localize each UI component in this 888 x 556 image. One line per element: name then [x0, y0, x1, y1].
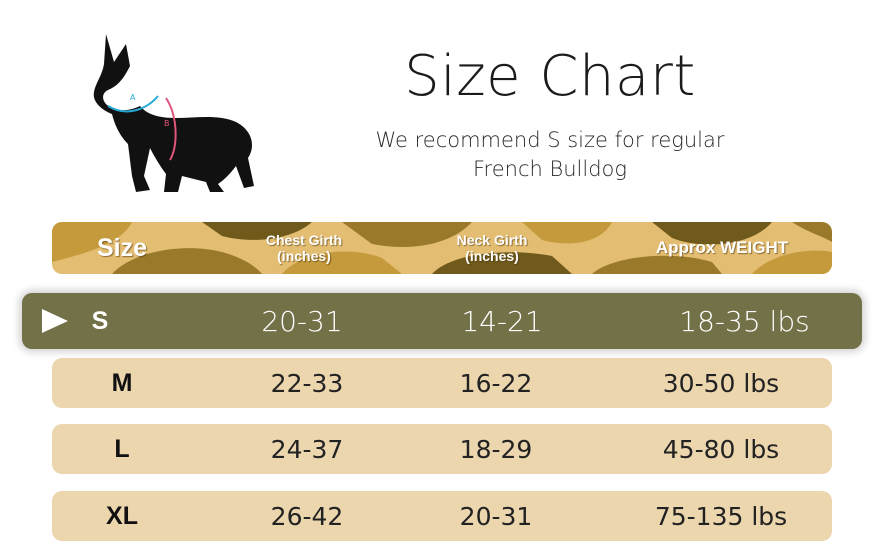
label-b: B — [164, 119, 170, 128]
play-icon — [42, 309, 68, 333]
column-header-neck: Neck Girth (inches) — [432, 222, 552, 274]
row-weight-value: 45-80 lbs — [662, 434, 780, 464]
page-title: Size Chart — [404, 44, 696, 109]
subtitle-line-2: French Bulldog — [473, 157, 627, 181]
row-chest-value: 22-33 — [270, 368, 344, 398]
row-size-label: S — [91, 306, 109, 335]
row-weight-value: 75-135 lbs — [654, 501, 788, 531]
row-chest-value: 20-31 — [261, 304, 343, 338]
row-chest-value: 24-37 — [270, 434, 344, 464]
row-neck-value: 14-21 — [461, 304, 543, 338]
chest-header-line-1: Chest Girth — [265, 232, 343, 248]
column-header-size: Size — [96, 233, 148, 262]
table-row-l: L 24-37 18-29 45-80 lbs — [52, 424, 832, 474]
chest-header-line-2: (inches) — [277, 248, 331, 264]
table-header: Size Chest Girth (inches) Neck Girth (in… — [52, 222, 832, 274]
row-weight-value: 30-50 lbs — [662, 368, 780, 398]
recommendation-text: We recommend S size for regular French B… — [340, 126, 760, 184]
column-header-chest: Chest Girth (inches) — [244, 222, 364, 274]
neck-header-line-1: Neck Girth — [456, 232, 528, 248]
table-row-s: S 20-31 14-21 18-35 lbs — [22, 293, 862, 349]
label-a: A — [130, 93, 136, 102]
french-bulldog-icon: A B — [93, 34, 254, 192]
row-weight-value: 18-35 lbs — [679, 304, 810, 338]
table-row-xl: XL 26-42 20-31 75-135 lbs — [52, 491, 832, 541]
neck-header-line-2: (inches) — [465, 248, 519, 264]
dog-silhouette — [93, 34, 254, 192]
camo-pattern — [52, 222, 832, 274]
row-neck-value: 16-22 — [459, 368, 533, 398]
row-neck-value: 20-31 — [459, 501, 533, 531]
column-header-weight: Approx WEIGHT — [655, 238, 789, 257]
subtitle-line-1: We recommend S size for regular — [375, 128, 725, 152]
row-size-label: L — [114, 434, 130, 463]
row-neck-value: 18-29 — [459, 434, 533, 464]
table-row-m: M 22-33 16-22 30-50 lbs — [52, 358, 832, 408]
row-size-label: M — [111, 368, 133, 397]
row-size-label: XL — [106, 501, 138, 530]
row-chest-value: 26-42 — [270, 501, 344, 531]
